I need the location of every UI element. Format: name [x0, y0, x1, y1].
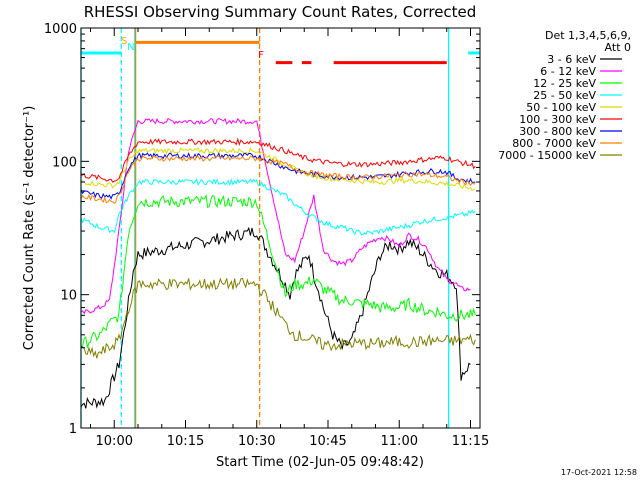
legend-label-1: 6 - 12 keV: [540, 65, 596, 78]
x-tick-label-5: 11:15: [452, 434, 489, 449]
y-tick-label-0: 1: [69, 422, 77, 437]
legend-label-3: 25 - 50 keV: [533, 89, 596, 102]
x-tick-label-4: 11:00: [381, 434, 418, 449]
flag-F: F: [258, 50, 264, 61]
timestamp: 17-Oct-2021 12:58: [561, 468, 637, 477]
flag-labels: SN F: [121, 36, 264, 61]
y-axis-label: Corrected Count Rate (s⁻¹ detector⁻¹): [22, 106, 37, 351]
series-line-3: [80, 178, 476, 236]
interval-bars: [81, 40, 480, 65]
x-axis-label: Start Time (02-Jun-05 09:48:42): [216, 455, 424, 470]
x-tick-label-1: 10:15: [167, 434, 204, 449]
legend-label-0: 3 - 6 keV: [547, 53, 596, 66]
series-line-2: [80, 193, 476, 350]
series-line-0: [80, 226, 471, 409]
y-tick-label-3: 1000: [44, 22, 77, 37]
plot-frame: [80, 27, 481, 429]
y-tick-label-2: 100: [52, 155, 77, 170]
legend-label-2: 12 - 25 keV: [533, 77, 596, 90]
flag-S: S: [121, 36, 127, 47]
legend-label-4: 50 - 100 keV: [526, 101, 596, 114]
x-tick-label-3: 10:45: [309, 434, 346, 449]
legend-label-5: 100 - 300 keV: [519, 113, 596, 126]
series-line-8: [80, 277, 476, 359]
x-tick-label-0: 10:00: [96, 434, 133, 449]
legend-label-8: 7000 - 15000 keV: [498, 149, 596, 162]
series-lines: [80, 117, 476, 409]
series-line-7: [80, 155, 476, 204]
series-line-1: [80, 117, 471, 317]
series-line-5: [80, 137, 476, 183]
legend-label-6: 300 - 800 keV: [519, 125, 596, 138]
y-tick-label-1: 10: [60, 289, 77, 304]
y-axis: 1 10 100 1000: [44, 22, 480, 437]
chart-title: RHESSI Observing Summary Count Rates, Co…: [84, 3, 477, 21]
x-axis: 10:00 10:15 10:30 10:45 11:00 11:15: [90, 28, 489, 449]
flag-N: N: [127, 42, 134, 53]
legend-label-7: 800 - 7000 keV: [512, 137, 596, 150]
legend-header-line-2: Att 0: [605, 41, 631, 54]
legend-header-line-1: Det 1,3,4,5,6,9,: [545, 29, 631, 42]
x-tick-label-2: 10:30: [238, 434, 275, 449]
